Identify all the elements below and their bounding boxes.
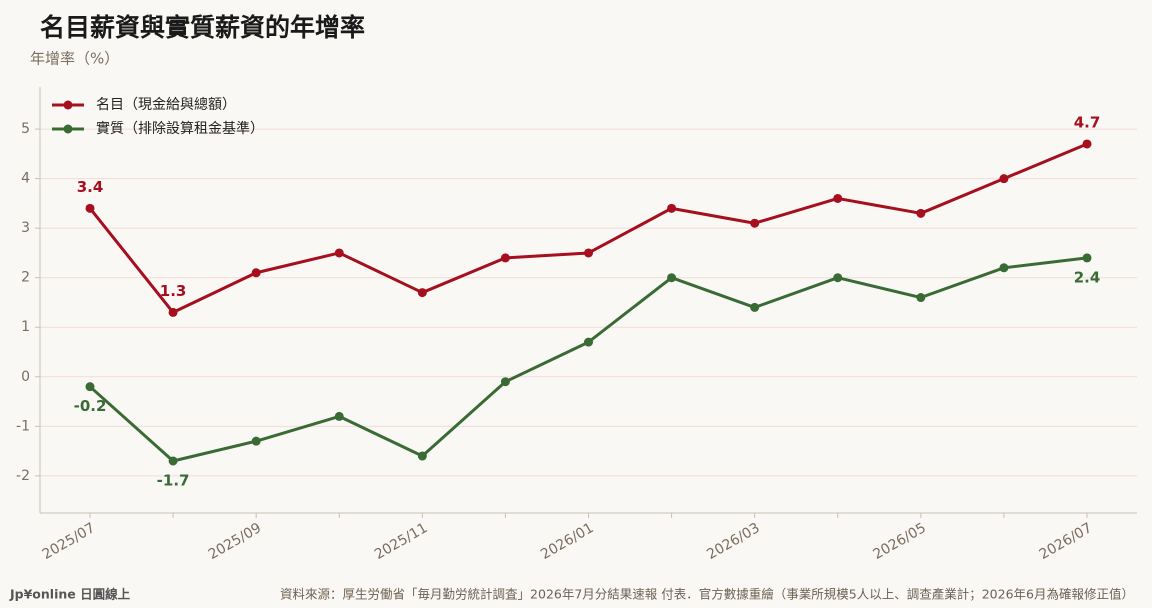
value-label: 2.4 [1074, 268, 1101, 286]
point [500, 377, 510, 387]
y-tick-label: -1 [16, 418, 30, 434]
value-label: 4.7 [1074, 113, 1101, 131]
x-tick-label: 2026/03 [704, 520, 762, 563]
point [584, 337, 593, 347]
x-tick-label: 2025/09 [206, 520, 264, 563]
x-tick-label: 2025/11 [372, 520, 430, 563]
y-tick-label: 3 [21, 220, 30, 236]
value-label: 3.4 [77, 178, 104, 196]
source-note: 資料來源：厚生労働省「毎月勤労統計調査」2026年7月分結果速報 付表．官方數據… [280, 587, 1134, 602]
point [334, 248, 344, 258]
point [334, 411, 344, 421]
x-tick-label: 2026/05 [870, 520, 928, 563]
point [500, 253, 510, 263]
point [85, 203, 95, 213]
point [168, 456, 178, 466]
brand: Jp¥online 日圓線上 [9, 587, 131, 602]
point [584, 248, 593, 258]
legend-label: 名目（現金給與總額） [96, 96, 236, 113]
value-label: -1.7 [157, 471, 190, 489]
point [251, 436, 261, 446]
x-tick-label: 2026/01 [538, 520, 596, 563]
legend-label: 實質（排除設算租金基準） [96, 120, 264, 137]
point [1082, 253, 1092, 263]
y-tick-label: 2 [21, 270, 30, 286]
point [750, 302, 760, 312]
legend-marker [63, 100, 73, 110]
y-tick-label: -2 [16, 468, 30, 484]
point [417, 288, 427, 298]
point [417, 451, 427, 461]
y-tick-label: 4 [21, 171, 30, 187]
point [667, 203, 677, 213]
point [999, 174, 1009, 184]
point [85, 382, 95, 392]
y-tick-label: 1 [21, 319, 30, 335]
point [833, 193, 843, 203]
point [833, 273, 843, 283]
point [916, 208, 926, 218]
x-tick-label: 2025/07 [40, 520, 98, 563]
chart-title: 名目薪資與實質薪資的年增率 [40, 13, 365, 42]
point [999, 263, 1009, 273]
point [750, 218, 760, 228]
y-tick-label: 5 [21, 121, 30, 137]
point [667, 273, 677, 283]
x-tick-label: 2026/07 [1037, 520, 1095, 563]
point [916, 293, 926, 303]
legend-marker [63, 124, 73, 134]
y-axis-label: 年增率（%） [30, 50, 119, 68]
value-label: 1.3 [160, 282, 187, 300]
value-label: -0.2 [74, 397, 107, 415]
point [1082, 139, 1092, 149]
point [251, 268, 261, 278]
y-tick-label: 0 [21, 369, 30, 385]
series-line [89, 256, 1088, 463]
point [168, 307, 178, 317]
